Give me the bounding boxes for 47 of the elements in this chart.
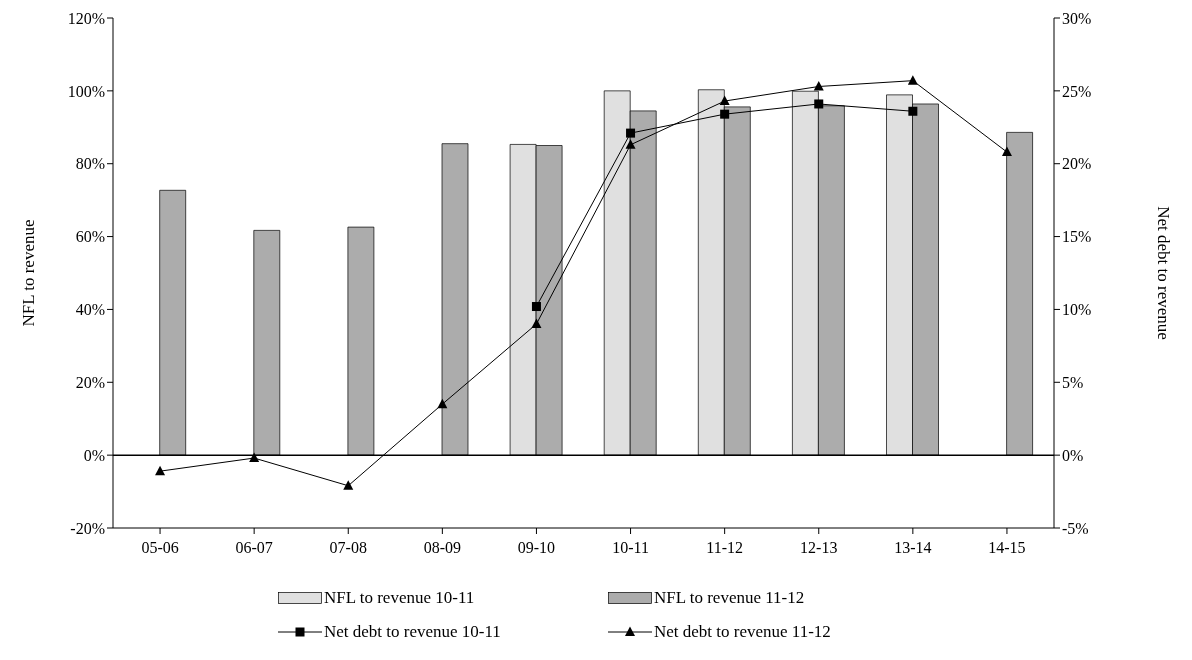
- y2-tick-label: 25%: [1062, 82, 1092, 100]
- point: [531, 318, 542, 328]
- y2-tick-label: 5%: [1062, 373, 1084, 391]
- point: [720, 109, 730, 119]
- point: [813, 80, 824, 91]
- point: [1001, 146, 1012, 157]
- legend-label: NFL to revenue 10-11: [324, 588, 475, 608]
- y-tick-label: 0%: [83, 446, 105, 464]
- point: [908, 106, 918, 116]
- point: [907, 75, 918, 85]
- y-tick-label: -20%: [70, 519, 105, 537]
- legend-label: Net debt to revenue 11-12: [654, 622, 831, 642]
- y-tick-label: 20%: [75, 373, 105, 391]
- y-tick-label: 100%: [67, 82, 105, 100]
- point: [719, 95, 730, 106]
- x-tick-label: 11-12: [706, 539, 744, 557]
- x-tick-label: 12-13: [800, 539, 838, 557]
- y-tick-label: 80%: [75, 155, 105, 173]
- x-tick-label: 06-07: [235, 539, 273, 557]
- y2-tick-label: -5%: [1062, 519, 1089, 537]
- point: [343, 480, 354, 490]
- point: [626, 128, 636, 138]
- point: [814, 99, 824, 109]
- x-tick-label: 14-15: [988, 539, 1026, 557]
- point: [155, 465, 166, 476]
- x-tick-label: 09-10: [517, 539, 556, 557]
- x-tick-label: 05-06: [141, 539, 179, 557]
- x-tick-label: 13-14: [894, 539, 932, 557]
- y2-tick-label: 10%: [1062, 301, 1092, 319]
- y2-tick-label: 20%: [1062, 155, 1092, 173]
- y-axis-title: NFL to revenue: [19, 219, 39, 327]
- point: [531, 302, 541, 312]
- y-tick-label: 40%: [75, 301, 105, 319]
- point: [625, 139, 636, 149]
- y2-tick-label: 30%: [1062, 9, 1092, 27]
- y2-axis-title: Net debt to revenue: [1153, 206, 1173, 340]
- y-tick-label: 120%: [67, 9, 105, 27]
- x-tick-label: 10-11: [612, 539, 649, 557]
- legend-label: Net debt to revenue 10-11: [324, 622, 501, 642]
- y2-tick-label: 0%: [1062, 446, 1084, 464]
- point: [249, 452, 260, 463]
- x-tick-label: 07-08: [329, 539, 367, 557]
- x-tick-label: 08-09: [423, 539, 462, 557]
- point: [437, 398, 448, 409]
- y2-tick-label: 15%: [1062, 228, 1092, 246]
- legend-label: NFL to revenue 11-12: [654, 588, 805, 608]
- y-tick-label: 60%: [75, 228, 105, 246]
